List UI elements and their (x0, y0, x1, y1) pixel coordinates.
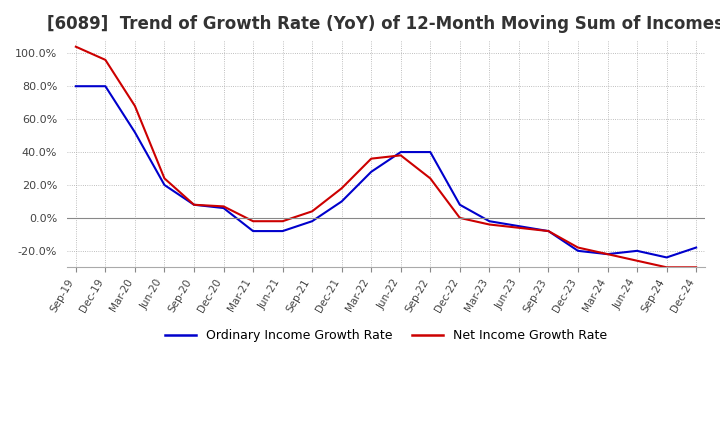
Ordinary Income Growth Rate (338, 199, 346, 204)
Net Income Growth Rate (219, 204, 228, 209)
Ordinary Income Growth Rate (692, 245, 701, 250)
Ordinary Income Growth Rate (248, 228, 257, 234)
Ordinary Income Growth Rate (603, 252, 612, 257)
Ordinary Income Growth Rate (633, 248, 642, 253)
Ordinary Income Growth Rate (308, 219, 317, 224)
Legend: Ordinary Income Growth Rate, Net Income Growth Rate: Ordinary Income Growth Rate, Net Income … (160, 324, 612, 348)
Net Income Growth Rate (367, 156, 376, 161)
Net Income Growth Rate (485, 222, 494, 227)
Net Income Growth Rate (189, 202, 198, 207)
Ordinary Income Growth Rate (367, 169, 376, 174)
Ordinary Income Growth Rate (426, 150, 435, 155)
Line: Net Income Growth Rate: Net Income Growth Rate (76, 47, 696, 268)
Ordinary Income Growth Rate (279, 228, 287, 234)
Net Income Growth Rate (544, 228, 553, 234)
Ordinary Income Growth Rate (662, 255, 671, 260)
Ordinary Income Growth Rate (515, 224, 523, 229)
Ordinary Income Growth Rate (397, 150, 405, 155)
Ordinary Income Growth Rate (160, 182, 168, 187)
Net Income Growth Rate (101, 57, 109, 62)
Net Income Growth Rate (574, 245, 582, 250)
Net Income Growth Rate (308, 209, 317, 214)
Net Income Growth Rate (633, 258, 642, 264)
Ordinary Income Growth Rate (101, 84, 109, 89)
Line: Ordinary Income Growth Rate: Ordinary Income Growth Rate (76, 86, 696, 257)
Net Income Growth Rate (692, 265, 701, 270)
Net Income Growth Rate (248, 219, 257, 224)
Net Income Growth Rate (426, 176, 435, 181)
Ordinary Income Growth Rate (544, 228, 553, 234)
Ordinary Income Growth Rate (219, 205, 228, 211)
Net Income Growth Rate (662, 265, 671, 270)
Ordinary Income Growth Rate (130, 130, 139, 135)
Net Income Growth Rate (71, 44, 80, 49)
Net Income Growth Rate (603, 252, 612, 257)
Net Income Growth Rate (160, 176, 168, 181)
Ordinary Income Growth Rate (189, 202, 198, 207)
Net Income Growth Rate (456, 215, 464, 220)
Ordinary Income Growth Rate (71, 84, 80, 89)
Ordinary Income Growth Rate (485, 219, 494, 224)
Net Income Growth Rate (338, 186, 346, 191)
Net Income Growth Rate (130, 103, 139, 109)
Title: [6089]  Trend of Growth Rate (YoY) of 12-Month Moving Sum of Incomes: [6089] Trend of Growth Rate (YoY) of 12-… (48, 15, 720, 33)
Net Income Growth Rate (279, 219, 287, 224)
Ordinary Income Growth Rate (456, 202, 464, 207)
Ordinary Income Growth Rate (574, 248, 582, 253)
Net Income Growth Rate (515, 225, 523, 231)
Net Income Growth Rate (397, 153, 405, 158)
